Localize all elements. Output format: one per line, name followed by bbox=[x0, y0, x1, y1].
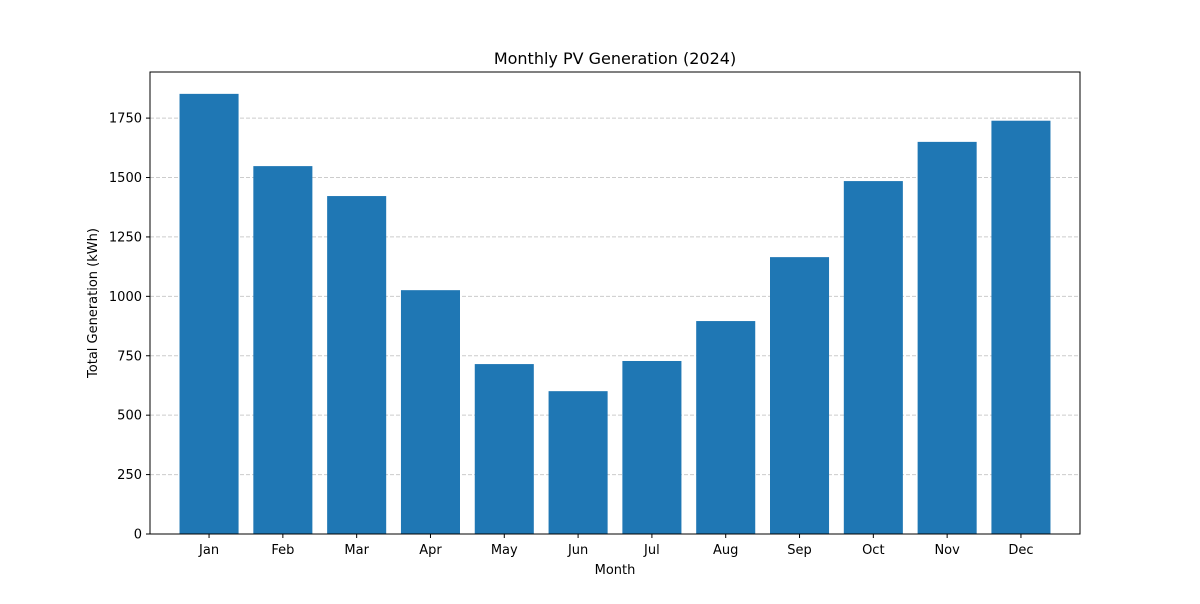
bar-jun bbox=[548, 391, 608, 534]
x-tick-label: Oct bbox=[862, 543, 884, 558]
x-tick-label: May bbox=[491, 543, 518, 558]
y-tick-label: 500 bbox=[117, 409, 142, 424]
x-tick-label: Nov bbox=[934, 543, 960, 558]
y-tick-label: 750 bbox=[117, 349, 142, 364]
bar-dec bbox=[991, 120, 1051, 534]
x-axis-ticks: Jan Feb Mar Apr May Jun Jul Aug Sep Oct Nov Dec bbox=[198, 534, 1034, 558]
chart-title: Monthly PV Generation (2024) bbox=[494, 49, 736, 68]
x-tick-label: Feb bbox=[271, 543, 294, 558]
x-tick-label: Aug bbox=[713, 543, 738, 558]
x-axis-label: Month bbox=[595, 563, 636, 578]
y-tick-label: 1000 bbox=[109, 290, 142, 305]
bar-jan bbox=[179, 93, 239, 534]
x-tick-label: Mar bbox=[344, 543, 369, 558]
x-tick-label: Apr bbox=[419, 543, 442, 558]
bar-sep bbox=[770, 257, 830, 534]
bar-apr bbox=[400, 290, 460, 534]
bar-feb bbox=[253, 166, 313, 534]
bars bbox=[179, 93, 1051, 535]
x-tick-label: Jun bbox=[567, 543, 588, 558]
y-axis-ticks: 0 250 500 750 1000 1250 1500 1750 bbox=[109, 112, 150, 543]
bar-mar bbox=[327, 196, 387, 535]
y-tick-label: 1500 bbox=[109, 171, 142, 186]
plot-frame bbox=[149, 71, 1081, 535]
bar-jul bbox=[622, 360, 682, 534]
y-tick-label: 0 bbox=[134, 528, 142, 543]
x-tick-label: Jan bbox=[198, 543, 219, 558]
x-tick-label: Jul bbox=[643, 543, 660, 558]
bar-nov bbox=[917, 141, 977, 535]
x-tick-label: Dec bbox=[1008, 543, 1033, 558]
bar-may bbox=[474, 364, 534, 534]
bar-oct bbox=[843, 181, 903, 535]
x-tick-label: Sep bbox=[787, 543, 812, 558]
bar-aug bbox=[696, 321, 756, 534]
y-tick-label: 1750 bbox=[109, 112, 142, 127]
y-axis-label: Total Generation (kWh) bbox=[86, 228, 101, 379]
y-tick-label: 1250 bbox=[109, 230, 142, 245]
y-tick-label: 250 bbox=[117, 468, 142, 483]
